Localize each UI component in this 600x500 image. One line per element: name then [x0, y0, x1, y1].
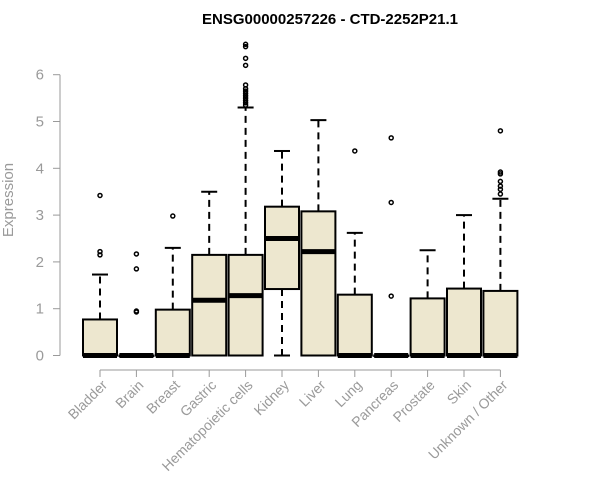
box-lung — [336, 148, 373, 358]
outlier-point — [133, 251, 140, 257]
outlier-point — [497, 128, 504, 134]
outlier-point — [242, 88, 249, 94]
y-tick-label: 2 — [36, 254, 44, 271]
box-kidney — [264, 149, 300, 357]
outlier-point — [388, 293, 394, 299]
box-body — [227, 253, 264, 357]
y-tick-label: 6 — [36, 67, 44, 84]
outlier-point — [133, 266, 140, 272]
box-brain — [118, 251, 155, 358]
x-tick-label: Bladder — [65, 377, 111, 423]
outlier-point — [133, 308, 140, 314]
y-tick-label: 3 — [36, 207, 44, 224]
y-tick-label: 4 — [36, 160, 44, 177]
box-breast — [154, 213, 191, 358]
outlier-point — [242, 55, 249, 62]
outlier-point — [242, 43, 249, 50]
box-series — [82, 41, 519, 358]
box-liver — [300, 119, 337, 357]
box-pancreas — [373, 135, 410, 358]
outlier-point — [242, 62, 249, 69]
outlier-point — [497, 178, 504, 185]
y-tick-label: 0 — [36, 348, 44, 365]
x-tick-label: Skin — [444, 377, 475, 408]
chart-title: ENSG00000257226 - CTD-2252P21.1 — [202, 11, 458, 28]
y-axis: 0 1 2 3 4 5 6 — [36, 67, 61, 365]
outlier-point — [497, 169, 504, 175]
box-body — [336, 293, 373, 357]
box-body — [482, 289, 519, 357]
outlier-point — [388, 135, 394, 141]
box-body — [409, 297, 446, 357]
box-body — [154, 308, 191, 357]
x-tick-label: Lung — [332, 377, 365, 410]
x-tick-label: Breast — [143, 377, 183, 417]
x-tick-label: Liver — [296, 377, 329, 410]
box-body — [191, 253, 228, 357]
x-tick-label: Kidney — [251, 377, 293, 419]
box-bladder — [82, 192, 118, 358]
box-skin — [446, 214, 482, 358]
outlier-point — [352, 148, 358, 154]
x-tick-label: Brain — [112, 377, 146, 411]
box-gastric — [191, 190, 228, 357]
box-body — [446, 287, 482, 357]
outlier-point — [497, 191, 504, 197]
box-unknown-other — [482, 128, 519, 358]
box-body — [82, 318, 118, 357]
outlier-point — [497, 183, 504, 189]
box-body — [264, 205, 300, 291]
box-hematopoietic-cells — [227, 41, 264, 357]
y-tick-label: 1 — [36, 301, 44, 318]
outlier-point — [97, 192, 103, 199]
outlier-point — [242, 82, 249, 88]
box-prostate — [409, 249, 446, 358]
y-tick-label: 5 — [36, 114, 44, 131]
outlier-point — [388, 199, 394, 206]
box-body — [300, 210, 337, 357]
outlier-point — [97, 248, 103, 255]
outlier-point — [242, 41, 249, 48]
outlier-point — [170, 213, 176, 219]
y-axis-label: Expression — [0, 163, 17, 237]
